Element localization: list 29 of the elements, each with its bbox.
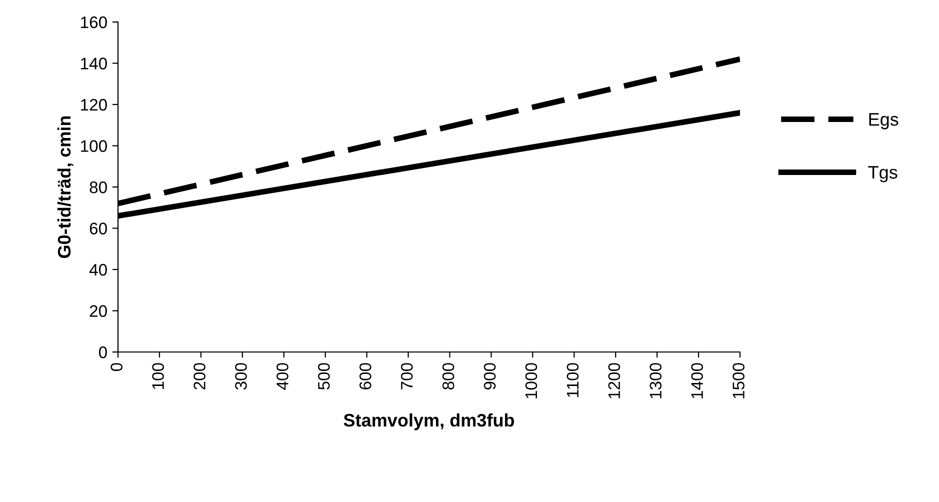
x-tick-label: 1200 bbox=[608, 363, 620, 398]
y-tick-label: 0 bbox=[98, 346, 107, 358]
legend-label: Tgs bbox=[868, 166, 898, 182]
y-tick-label: 140 bbox=[81, 58, 107, 70]
x-tick-label: 300 bbox=[235, 363, 247, 390]
y-tick-label: 60 bbox=[90, 222, 107, 234]
y-tick-label: 80 bbox=[90, 181, 107, 194]
x-tick-label: 1500 bbox=[732, 363, 744, 398]
x-tick-label: 100 bbox=[152, 363, 164, 389]
x-tick-label: 600 bbox=[359, 363, 372, 390]
x-tick-label: 500 bbox=[318, 363, 330, 390]
y-tick-label: 120 bbox=[81, 98, 107, 111]
legend-label: Egs bbox=[869, 113, 898, 130]
x-tick-label: 400 bbox=[276, 363, 288, 390]
x-tick-label: 1300 bbox=[650, 363, 662, 398]
x-tick-label: 1100 bbox=[566, 363, 579, 397]
y-tick-label: 160 bbox=[81, 16, 107, 28]
y-tick-label: 40 bbox=[89, 264, 107, 276]
x-axis-title: Stamvolym, dm3fub bbox=[344, 413, 514, 430]
x-tick-label: 1000 bbox=[525, 363, 538, 398]
x-tick-label: 900 bbox=[484, 363, 496, 390]
x-tick-label: 1400 bbox=[691, 363, 704, 398]
y-tick-label: 100 bbox=[81, 140, 107, 152]
x-tick-label: 200 bbox=[194, 363, 206, 390]
x-tick-label: 800 bbox=[442, 363, 454, 390]
y-tick-label: 20 bbox=[90, 305, 107, 317]
y-axis-title: G0-tid/träd, cmin bbox=[57, 116, 74, 258]
x-tick-label: 700 bbox=[400, 363, 413, 390]
x-tick-label: 0 bbox=[110, 363, 122, 372]
